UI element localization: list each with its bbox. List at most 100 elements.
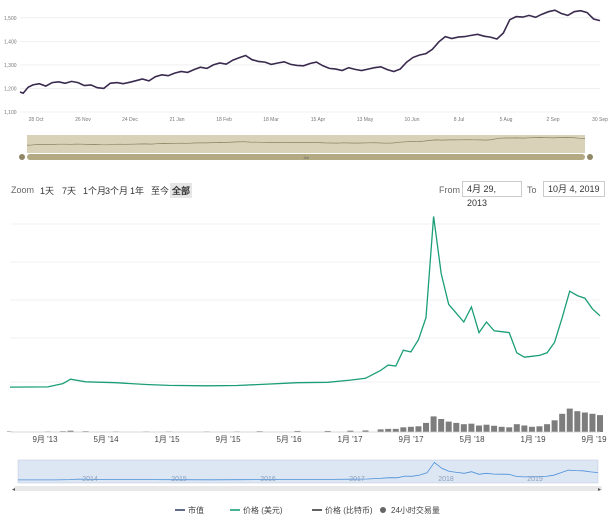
volume-bar <box>574 411 581 432</box>
volume-bar <box>460 424 467 432</box>
navigator-year-label: 2017 <box>349 476 365 483</box>
volume-bar <box>377 429 384 432</box>
navigator-x-label: Jul <box>303 155 308 160</box>
volume-bar <box>506 427 513 432</box>
volume-bar <box>423 422 430 432</box>
y-tick-label: 1,400 <box>4 39 17 45</box>
volume-bar <box>362 430 369 432</box>
x-tick-label: 5月 '14 <box>93 435 119 444</box>
zoom-3m-button[interactable]: 3个月 <box>105 186 129 196</box>
to-label: To <box>527 185 537 195</box>
x-tick-label: 9月 '17 <box>398 435 424 444</box>
y-tick-label: 1,300 <box>4 63 17 69</box>
navigator-year-label: 2015 <box>171 476 187 483</box>
legend-label[interactable]: 24小时交易量 <box>391 505 440 515</box>
navigator-window[interactable] <box>27 135 585 153</box>
x-tick-label: 28 Oct <box>29 117 44 123</box>
volume-bar <box>294 430 301 432</box>
volume-bar <box>521 425 528 432</box>
volume-bar <box>67 430 74 432</box>
legend-label[interactable]: 价格 (美元) <box>243 505 283 515</box>
x-tick-label: 13 May <box>357 117 374 123</box>
volume-bar <box>468 423 475 432</box>
scroll-left-handle[interactable] <box>19 154 25 160</box>
scroll-right-arrow[interactable]: ▸ <box>598 487 601 493</box>
x-tick-label: 1月 '17 <box>337 435 363 444</box>
volume-bar <box>445 421 452 432</box>
volume-bar <box>491 425 498 432</box>
legend-marker <box>380 507 386 513</box>
zoom-1y-button[interactable]: 1年 <box>130 186 145 196</box>
volume-bar <box>392 428 399 432</box>
volume-bar <box>498 426 505 432</box>
scroll-left-arrow[interactable]: ◂ <box>12 487 15 493</box>
from-date-input[interactable]: 4月 29, 2013 <box>462 181 522 208</box>
volume-bar <box>407 426 414 432</box>
volume-bar <box>483 424 490 432</box>
y-tick-label: 1,200 <box>4 86 17 92</box>
legend-label[interactable]: 市值 <box>188 505 204 515</box>
x-tick-label: 30 Sep <box>592 117 608 123</box>
volume-bar <box>597 415 603 432</box>
volume-bar <box>536 426 543 432</box>
top-price-chart: 1,100 1,200 1,300 1,400 1,500 28 Oct 26 Nov 24 … <box>4 9 608 160</box>
zoom-all-button[interactable]: 全部 <box>170 183 193 198</box>
to-date-input[interactable]: 10月 4, 2019 <box>543 181 605 197</box>
x-tick-label: 5 Aug <box>500 117 513 123</box>
x-tick-label: 18 Feb <box>216 117 232 123</box>
volume-bar <box>551 420 558 432</box>
zoom-1m-button[interactable]: 1个月 <box>83 186 107 196</box>
x-tick-label: 24 Dec <box>122 117 138 123</box>
series-line <box>19 9 601 95</box>
x-tick-label: 5月 '16 <box>276 435 302 444</box>
volume-bar <box>385 428 392 432</box>
navigator-year-label: 2018 <box>438 476 454 483</box>
x-tick-label: 18 Mar <box>263 117 279 123</box>
x-tick-label: 15 Apr <box>311 117 326 123</box>
navigator-scrollbar[interactable] <box>27 154 585 160</box>
volume-bar <box>544 424 551 432</box>
volume-bar <box>415 426 422 432</box>
x-tick-label: 9月 '15 <box>215 435 241 444</box>
x-tick-label: 1月 '15 <box>154 435 180 444</box>
navigator-year-label: 2019 <box>527 476 543 483</box>
volume-bar <box>430 416 437 432</box>
navigator-window[interactable] <box>17 459 599 484</box>
volume-bar <box>581 412 588 432</box>
zoom-label: Zoom <box>11 185 35 195</box>
scroll-right-handle[interactable] <box>587 154 593 160</box>
navigator-series-line <box>26 137 586 146</box>
navigator-year-label: 2014 <box>82 476 98 483</box>
volume-bar <box>566 408 573 432</box>
zoom-toolbar: Zoom 1天 7天 1个月 3个月 1年 至今 全部 From 4月 29, … <box>0 180 612 208</box>
bottom-price-chart: 9月 '13 5月 '14 1月 '15 9月 '15 5月 '16 1月 '17 9月 '… <box>7 216 607 515</box>
navigator-series-line <box>18 461 599 481</box>
zoom-7d-button[interactable]: 7天 <box>62 186 77 196</box>
x-tick-label: 10 Jun <box>404 117 419 123</box>
volume-bar <box>347 430 354 432</box>
volume-bar <box>528 426 535 432</box>
volume-bar <box>400 427 407 432</box>
volume-bar <box>513 424 520 432</box>
zoom-1d-button[interactable]: 1天 <box>40 186 55 196</box>
volume-bar <box>475 425 482 432</box>
volume-bar <box>453 422 460 432</box>
zoom-ytd-button[interactable]: 至今 <box>151 186 170 196</box>
x-tick-label: 9月 '13 <box>32 435 58 444</box>
from-label: From <box>439 185 460 195</box>
x-tick-label: 5月 '18 <box>459 435 485 444</box>
price-line <box>9 216 601 388</box>
volume-bar <box>438 419 445 432</box>
legend-label[interactable]: 价格 (比特币) <box>325 505 373 515</box>
volume-bar <box>324 430 331 432</box>
y-tick-label: 1,100 <box>4 110 17 116</box>
volume-bar <box>559 413 566 432</box>
y-tick-label: 1,500 <box>4 16 17 22</box>
x-tick-label: 21 Jan <box>169 117 184 123</box>
x-tick-label: 8 Jul <box>454 117 465 123</box>
x-tick-label: 2 Sep <box>546 117 559 123</box>
x-tick-label: 26 Nov <box>75 117 91 123</box>
navigator-scrollbar[interactable] <box>14 486 602 491</box>
volume-bar <box>589 413 596 432</box>
